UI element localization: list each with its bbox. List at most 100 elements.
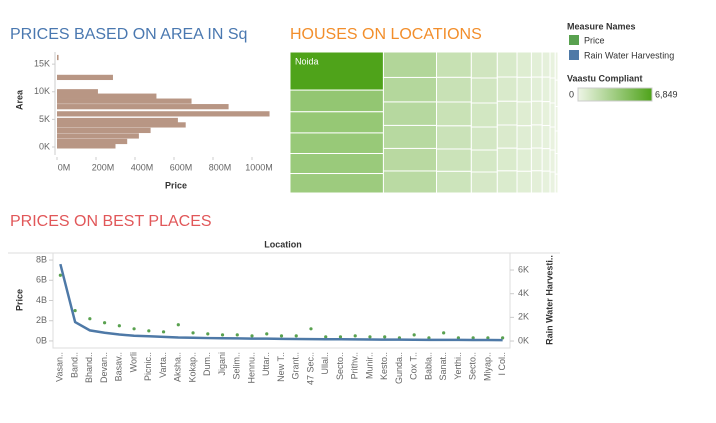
- color-ramp: [577, 87, 653, 102]
- point: [309, 327, 313, 331]
- treemap-cell: [289, 89, 384, 113]
- y-axis-title: Area: [14, 89, 24, 110]
- color-tick-label: 6,849: [655, 89, 678, 99]
- y2-tick-label: 2K: [518, 312, 529, 322]
- treemap-cell: [436, 76, 472, 103]
- bar: [57, 111, 270, 117]
- point: [412, 333, 416, 337]
- point: [132, 327, 136, 331]
- treemap-cell: [436, 101, 472, 127]
- treemap-cell: [541, 170, 551, 194]
- treemap-cell: [496, 51, 518, 78]
- point: [147, 329, 151, 333]
- x-tick-label: 47 Sec..: [305, 352, 315, 385]
- x-tick-label: Secto..: [468, 352, 478, 380]
- treemap-cell: [470, 149, 498, 173]
- legend-label: Price: [584, 35, 605, 45]
- bar: [57, 143, 116, 149]
- x-tick-label: Yerthi..: [453, 352, 463, 380]
- treemap-cell: [289, 173, 384, 194]
- x-tick-label: Basav..: [114, 352, 124, 381]
- x-tick-label: Kesto..: [379, 352, 389, 380]
- bar: [57, 74, 113, 81]
- header: Location: [264, 239, 302, 249]
- x-tick-label: New T..: [276, 352, 286, 382]
- treemap-cell: [516, 101, 532, 127]
- treemap-cell: [516, 76, 532, 103]
- treemap-cell: [436, 148, 472, 172]
- treemap-cell: [496, 76, 518, 102]
- y2-tick-label: 4K: [518, 288, 529, 298]
- legend-title: Vaastu Compliant: [567, 73, 643, 83]
- x-tick-label: Jigani: [217, 352, 227, 376]
- point: [191, 331, 195, 335]
- treemap-cell: [496, 100, 518, 126]
- x-tick-label: Aksha..: [173, 352, 183, 382]
- x-tick-label: I Col..: [497, 352, 507, 376]
- chart-title: PRICES ON BEST PLACES: [10, 213, 212, 230]
- color-tick-label: 0: [569, 89, 574, 99]
- y-tick-label: 5K: [39, 114, 50, 124]
- x-tick-label: Gunda..: [394, 352, 404, 384]
- treemap-cell: [382, 51, 438, 78]
- x-tick-label: Uttar..: [261, 352, 271, 376]
- treemap-cell: [436, 170, 472, 194]
- bar: [57, 117, 178, 124]
- treemap-cell: [530, 51, 543, 78]
- point: [338, 335, 343, 339]
- treemap-cell: [549, 77, 556, 104]
- treemap-cell: [516, 125, 532, 150]
- legend-swatch: [569, 35, 579, 45]
- y-tick-label: 8B: [36, 254, 47, 264]
- point: [220, 333, 225, 337]
- treemap-cell: [541, 148, 551, 172]
- x-tick-label: Prithv..: [350, 352, 360, 379]
- x-axis-title: Price: [165, 180, 187, 190]
- x-tick-label: Bhand..: [84, 352, 94, 383]
- point: [73, 309, 77, 313]
- x-tick-label: Selim..: [232, 352, 242, 380]
- point: [117, 324, 121, 328]
- treemap-cell: [436, 125, 472, 150]
- legend-title: Measure Names: [567, 21, 636, 31]
- chart-title: PRICES BASED ON AREA IN Sq: [10, 26, 247, 43]
- y-tick-label: 15K: [34, 59, 50, 69]
- treemap-cell: [530, 100, 543, 126]
- treemap-cell: [554, 173, 559, 194]
- treemap-cell: [470, 102, 498, 128]
- treemap-cell: [549, 51, 556, 79]
- x-tick-label: Dum..: [202, 352, 212, 376]
- point: [294, 334, 298, 338]
- bar: [57, 54, 59, 61]
- point: [442, 331, 446, 335]
- treemap-cell: [289, 111, 384, 134]
- y2-axis-title: Rain Water Harvesti..: [544, 255, 554, 345]
- x-tick-label: Grant..: [291, 352, 301, 380]
- x-tick-label: Secto..: [335, 352, 345, 380]
- point: [235, 333, 239, 337]
- x-tick-label: Picnic..: [143, 352, 153, 381]
- x-tick-label: Hennu..: [246, 352, 256, 384]
- legend-swatch: [569, 50, 579, 60]
- point: [353, 334, 357, 338]
- x-tick-label: Kokap..: [187, 352, 197, 383]
- x-tick-label: 800M: [209, 162, 232, 172]
- y2-tick-label: 6K: [518, 264, 529, 274]
- point: [501, 336, 505, 340]
- bar: [57, 133, 139, 139]
- treemap-cell: [554, 153, 559, 175]
- treemap-cell: [382, 124, 438, 149]
- treemap-cell: [541, 51, 551, 78]
- point: [250, 334, 254, 338]
- x-tick-label: Devan..: [99, 352, 109, 383]
- treemap-cell: [549, 126, 556, 151]
- treemap-cell: [382, 170, 438, 194]
- bar: [57, 122, 186, 128]
- treemap-cell: [289, 153, 384, 175]
- x-tick-label: Munir..: [364, 352, 374, 379]
- x-tick-label: Babla..: [423, 352, 433, 380]
- treemap-cell: [549, 171, 556, 194]
- legend-label: Rain Water Harvesting: [584, 50, 674, 60]
- treemap-cell: [554, 51, 559, 81]
